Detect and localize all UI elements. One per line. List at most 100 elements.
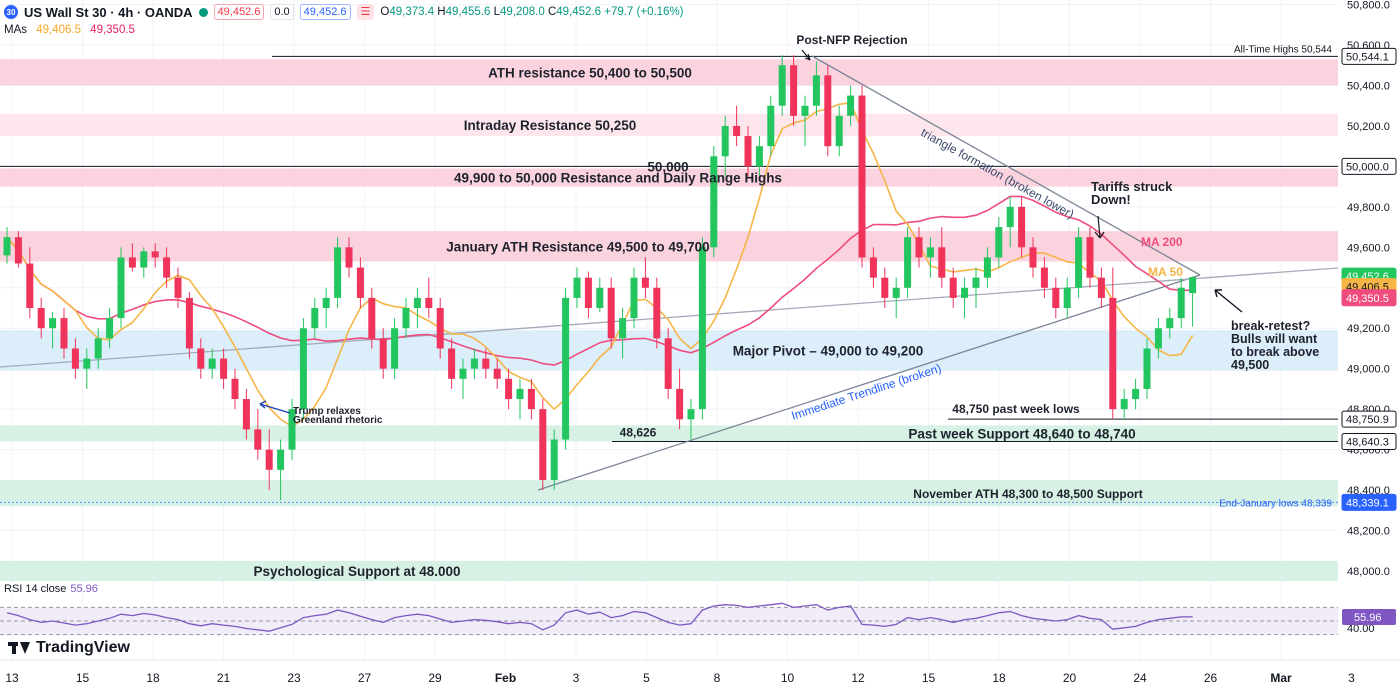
candle-body [1086,237,1094,278]
price-tag-label: 50,000.0 [1346,161,1389,173]
candle [482,348,490,379]
y-tick-label: 48,000.0 [1347,566,1390,578]
candle-body [835,115,843,147]
candle [356,257,364,309]
candles [3,55,1197,501]
rsi-pane [0,602,1338,636]
candle [710,146,718,258]
candle-body [619,318,627,339]
candle [527,378,535,420]
candle [470,348,478,379]
y-tick-label: 49,600.0 [1347,242,1390,254]
48626-label: 48,626 [620,425,657,439]
trump-label: Trump relaxes [293,406,361,417]
candle [904,227,912,298]
candle-body [881,277,889,298]
candle-body [83,358,91,369]
price-tag-label: 48,339.1 [1346,497,1389,509]
candle-body [949,277,957,298]
buy-button[interactable]: 49,452.6 [299,4,351,20]
zone-label: Intraday Resistance 50,250 [464,118,637,133]
x-tick-label: 27 [358,671,372,685]
candle-body [778,65,786,106]
candle-body [1120,399,1128,410]
time-axis[interactable]: 13 15 18 21 23 27 29 Feb 3 5 8 10 12 15 18 20 24 26 Mar 3 [0,659,1400,685]
candle [733,105,741,147]
end-january-lows-label: End-January lows 48,339 [1219,498,1332,509]
candle-body [641,277,649,288]
moving-averages [6,101,1194,428]
candle [26,247,34,319]
candle-body [630,277,638,319]
x-tick-label: 18 [146,671,160,685]
rsi-legend[interactable]: RSI 14 close 55.96 [4,583,98,595]
candle [607,277,615,349]
candle-body [721,125,729,157]
break-retest-label: break-retest? [1231,319,1310,333]
candle [459,358,467,400]
arrow-icon [1094,215,1105,239]
candle-body [904,237,912,288]
zone-resistance [0,59,1338,86]
past-week-lows-label: 48,750 past week lows [952,402,1080,416]
candle [835,105,843,157]
candle [1132,378,1140,410]
x-tick-label: 5 [643,671,650,685]
zone-label: Past week Support 48,640 to 48,740 [908,426,1135,441]
candle [163,247,171,288]
candle-body [482,358,490,369]
candle [1052,277,1060,319]
rsi-price-tag-label: 55.96 [1354,612,1382,624]
candle [277,439,285,501]
candle-body [801,105,809,116]
candle [1063,277,1071,319]
candle [641,257,649,298]
candle [60,308,68,359]
candle-body [37,308,45,329]
candle [1120,388,1128,420]
candle [299,318,307,420]
candle [824,65,832,157]
spread-value: 0.0 [270,4,294,20]
order-icon[interactable]: ☰ [356,4,375,20]
candle-body [436,308,444,349]
candle-body [687,409,695,420]
price-tag [1341,157,1397,175]
candle-body [858,95,866,258]
candle [185,291,193,359]
rsi-price-tag [1342,608,1396,625]
candle [869,247,877,288]
arrow-icon [801,49,811,61]
candle-body [391,328,399,369]
trendlines[interactable] [0,55,1339,491]
candle-body [938,247,946,278]
long-trendline [0,267,1339,368]
price-axis[interactable]: 50,800.050,600.050,400.050,200.050,000.0… [1338,0,1400,688]
candle [83,348,91,389]
arrow-icon [259,400,291,414]
sell-button[interactable]: 49,452.6 [213,4,265,20]
symbol-title[interactable]: US Wall St 30 · 4h · OANDA [24,4,193,20]
trump-label-2: Greenland rhetoric [293,415,383,426]
candle-body [493,368,501,379]
ma-legend[interactable]: MAs 49,406.5 49,350.5 [4,24,135,36]
candle [425,277,433,319]
candle [972,267,980,309]
candle-body [151,251,159,258]
candle [847,85,855,126]
tradingview-logo[interactable]: TradingView [8,639,130,657]
price-tag-label: 49,350.5 [1346,293,1389,305]
ma200-line [6,195,1193,366]
candle-body [185,297,193,349]
candle-body [277,449,285,470]
candle-body [345,247,353,268]
candle-body [596,287,604,309]
candle [801,95,809,147]
candle [391,318,399,379]
candle [790,55,798,126]
candle-body [1052,287,1060,309]
candle [630,267,638,329]
candle-body [1166,318,1174,329]
candle [664,328,672,400]
